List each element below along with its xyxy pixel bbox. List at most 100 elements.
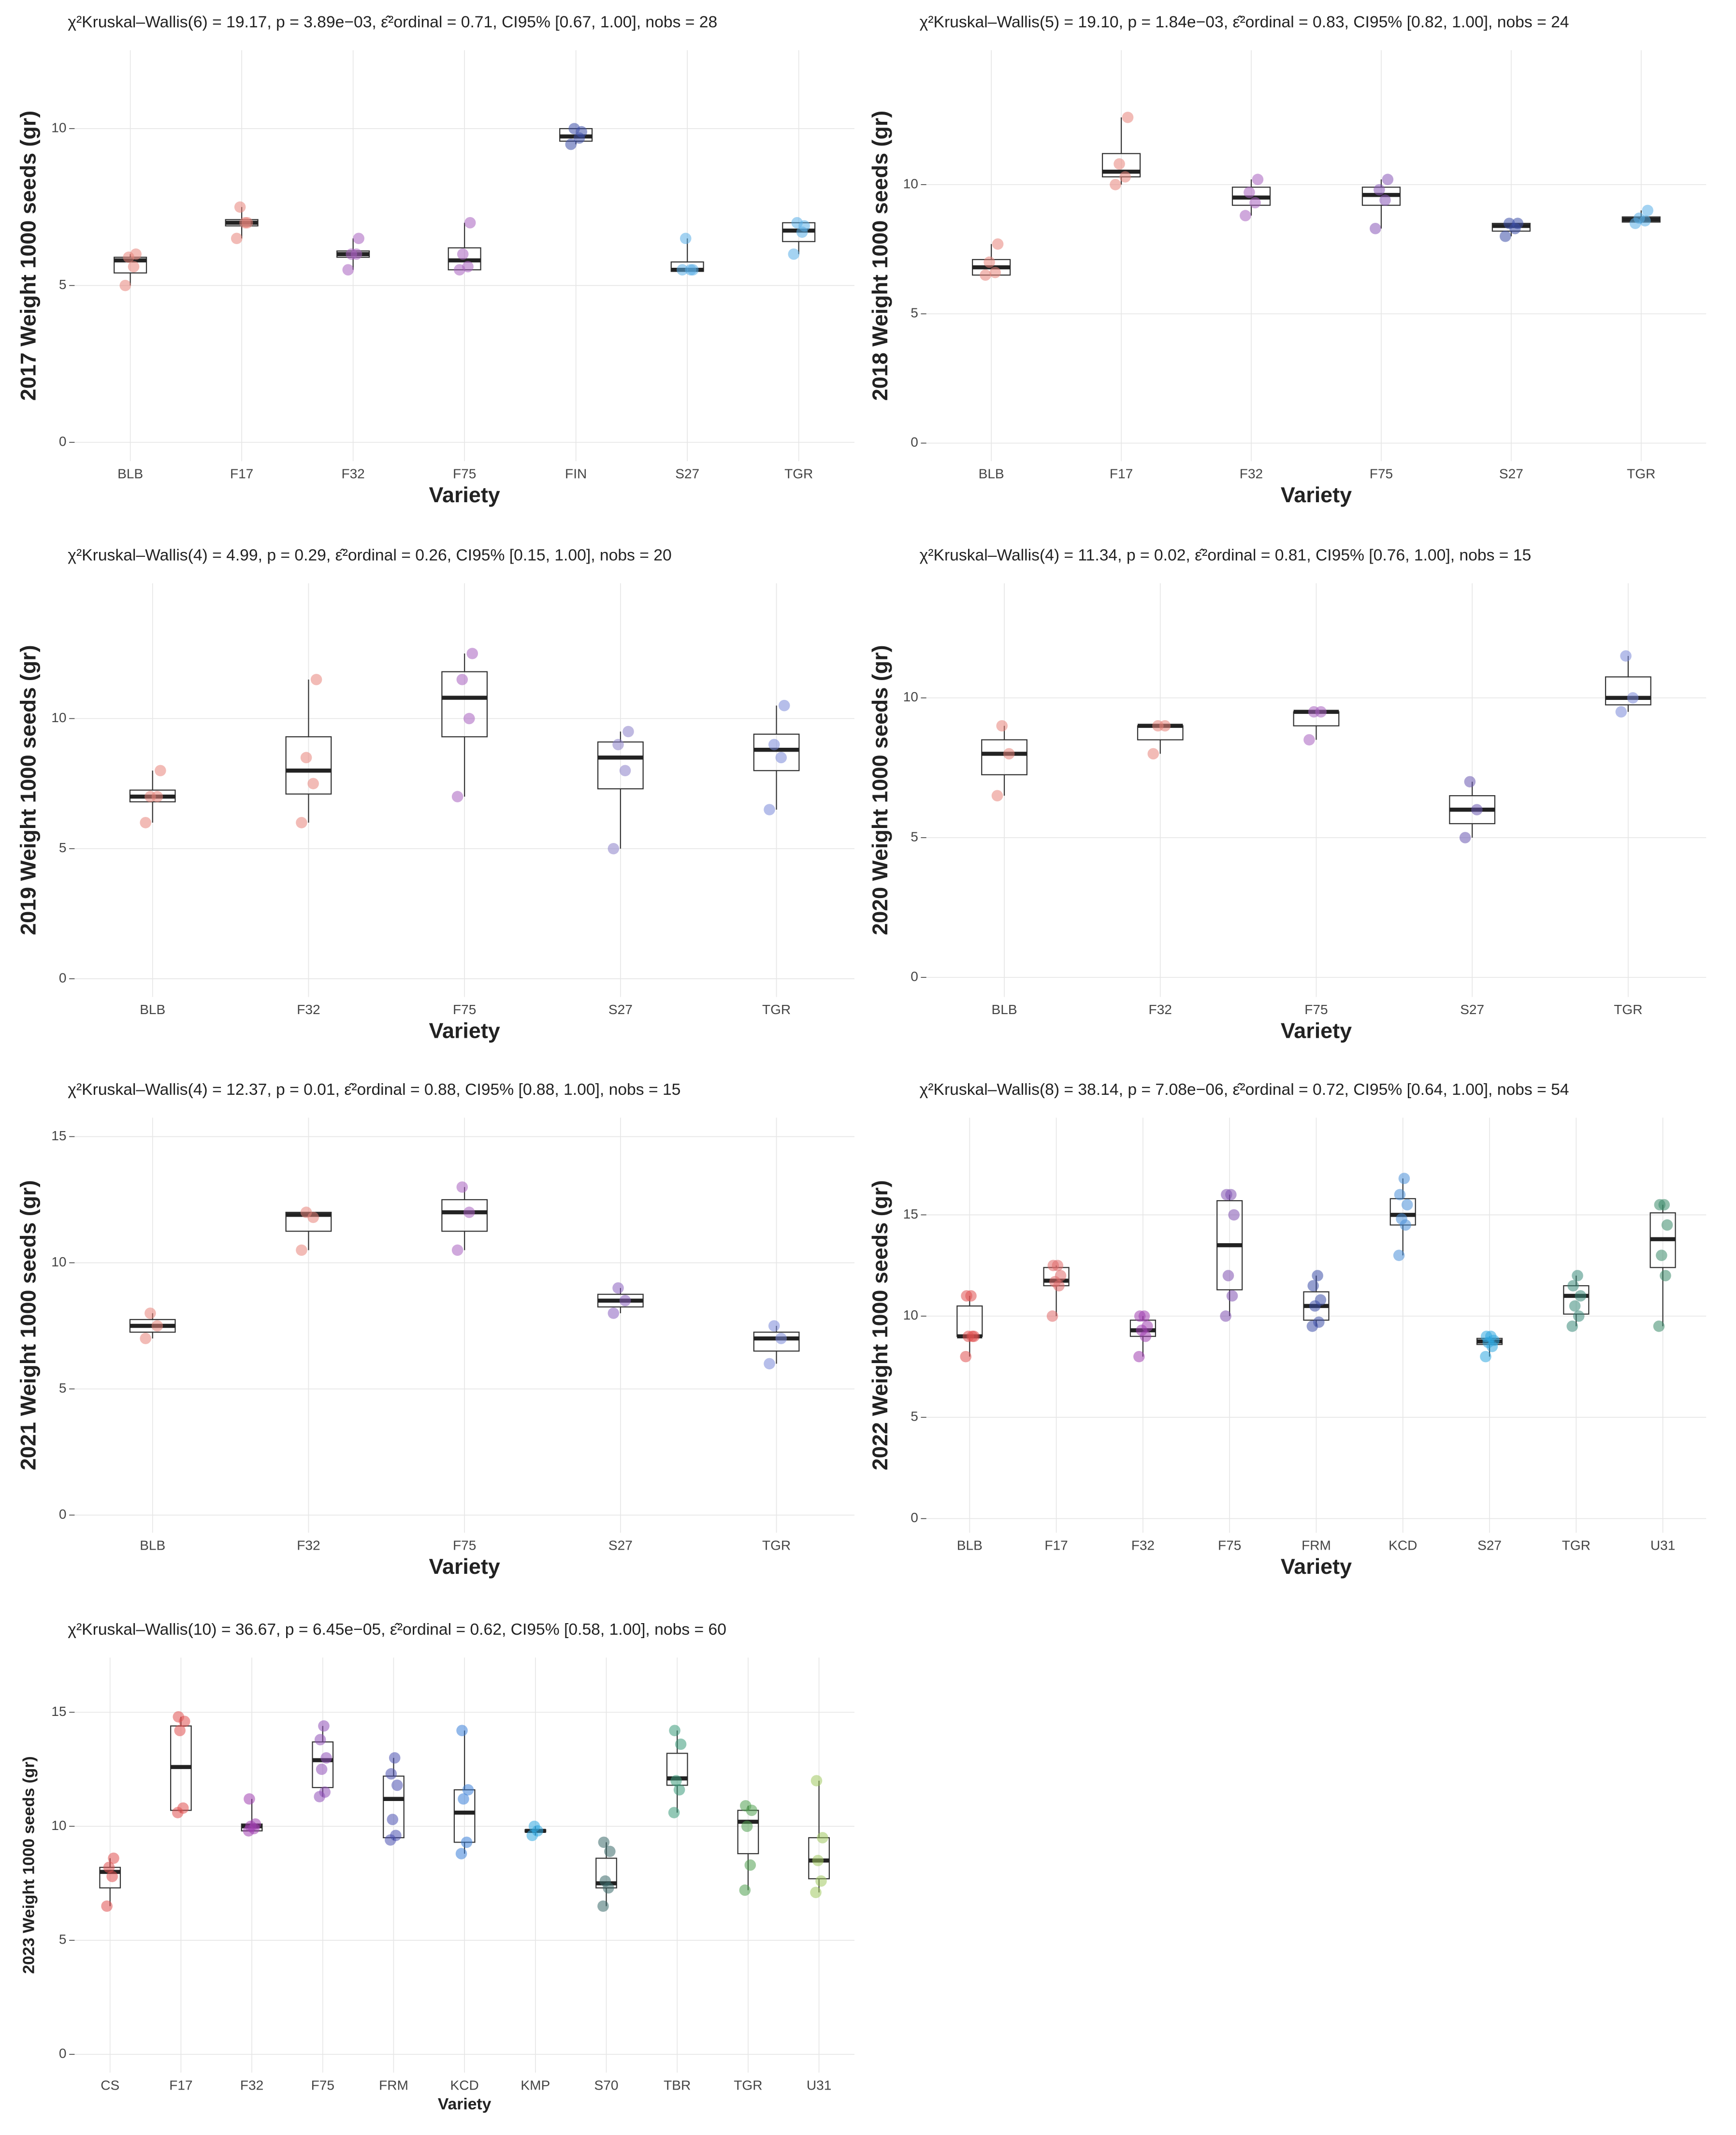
panel: χ²Kruskal–Wallis(8) = 38.14, p = 7.08e−0… xyxy=(868,1081,1707,1579)
point xyxy=(108,1852,119,1864)
point xyxy=(296,817,307,828)
point xyxy=(390,1830,402,1842)
panel-title: χ²Kruskal–Wallis(4) = 12.37, p = 0.01, ε… xyxy=(68,1081,680,1099)
x-tick-label: S27 xyxy=(1499,466,1523,481)
point xyxy=(598,1836,610,1848)
point xyxy=(1307,1280,1319,1292)
point xyxy=(1485,1330,1497,1342)
point xyxy=(1252,174,1264,186)
x-tick-label: F17 xyxy=(230,466,253,481)
point xyxy=(106,1871,118,1882)
x-tick-label: TGR xyxy=(1562,1538,1591,1553)
point xyxy=(155,765,166,777)
point xyxy=(668,1807,680,1818)
point xyxy=(1244,187,1255,198)
point xyxy=(768,1320,780,1332)
point xyxy=(798,220,810,232)
point xyxy=(576,126,587,138)
point xyxy=(1660,1270,1671,1281)
point xyxy=(119,279,131,291)
point xyxy=(619,765,631,777)
point xyxy=(1379,194,1391,206)
x-tick-label: F75 xyxy=(1218,1538,1241,1553)
point xyxy=(1315,1294,1327,1306)
point xyxy=(1572,1270,1583,1281)
point xyxy=(1656,1249,1667,1261)
x-tick-label: BLB xyxy=(140,1538,165,1553)
box xyxy=(441,671,488,738)
point xyxy=(1142,1320,1153,1332)
point xyxy=(739,1884,751,1896)
panel: χ²Kruskal–Wallis(4) = 12.37, p = 0.01, ε… xyxy=(16,1081,854,1579)
x-axis-label: Variety xyxy=(1281,1018,1352,1043)
point xyxy=(1119,171,1131,183)
point xyxy=(622,726,634,738)
point xyxy=(353,232,364,245)
box xyxy=(753,1331,800,1352)
point xyxy=(1512,218,1524,229)
point xyxy=(739,1800,752,1812)
point xyxy=(1133,1351,1145,1363)
point xyxy=(1222,1270,1234,1281)
point xyxy=(391,1779,403,1791)
point xyxy=(130,248,142,260)
y-tick-label: 5 xyxy=(59,840,67,855)
point xyxy=(173,1711,185,1723)
x-tick-label: F17 xyxy=(169,2077,192,2092)
x-tick-label: F75 xyxy=(311,2077,334,2092)
x-tick-label: FRM xyxy=(1302,1538,1331,1553)
point xyxy=(669,1725,680,1736)
y-tick-label: 10 xyxy=(51,1254,66,1269)
point xyxy=(1642,204,1654,217)
point xyxy=(984,256,995,268)
point xyxy=(241,217,253,229)
point xyxy=(234,201,246,213)
panel-title: χ²Kruskal–Wallis(6) = 19.17, p = 3.89e−0… xyxy=(68,14,717,31)
y-tick-label: 0 xyxy=(911,1510,918,1525)
x-tick-label: F75 xyxy=(1304,1002,1328,1017)
x-axis-label: Variety xyxy=(429,482,500,507)
point xyxy=(968,1330,980,1342)
point xyxy=(307,778,319,789)
x-tick-label: S27 xyxy=(608,1538,633,1553)
point xyxy=(1249,197,1261,209)
x-axis-label: Variety xyxy=(1281,482,1352,507)
x-tick-label: BLB xyxy=(140,1002,165,1017)
panel-title: χ²Kruskal–Wallis(8) = 38.14, p = 7.08e−0… xyxy=(920,1081,1569,1099)
panel-title: χ²Kruskal–Wallis(5) = 19.10, p = 1.84e−0… xyxy=(920,14,1569,31)
point xyxy=(1627,692,1639,704)
point xyxy=(458,1793,469,1805)
y-tick-label: 15 xyxy=(903,1206,918,1221)
point xyxy=(231,232,243,245)
point xyxy=(991,790,1003,801)
point xyxy=(466,648,478,659)
x-tick-label: F75 xyxy=(1370,466,1393,481)
point xyxy=(1228,1209,1240,1221)
panel: χ²Kruskal–Wallis(10) = 36.67, p = 6.45e−… xyxy=(20,1621,854,2113)
x-tick-label: TGR xyxy=(734,2077,762,2092)
y-axis-label: 2018 Weight 1000 seeds (gr) xyxy=(868,111,892,401)
y-axis-label: 2022 Weight 1000 seeds (gr) xyxy=(868,1180,892,1470)
point xyxy=(300,752,312,764)
x-tick-label: F75 xyxy=(453,466,476,481)
y-tick-label: 5 xyxy=(911,305,918,320)
x-tick-label: F17 xyxy=(1110,466,1133,481)
point xyxy=(1226,1290,1238,1302)
point xyxy=(810,1775,823,1786)
y-tick-label: 10 xyxy=(903,176,918,191)
x-tick-label: BLB xyxy=(979,466,1004,481)
point xyxy=(612,1282,624,1294)
point xyxy=(249,1818,261,1830)
point xyxy=(565,138,577,150)
point xyxy=(1370,223,1381,234)
point xyxy=(604,1845,616,1858)
point xyxy=(451,791,463,802)
x-tick-label: S27 xyxy=(1460,1002,1484,1017)
point xyxy=(319,1786,331,1798)
panel: χ²Kruskal–Wallis(6) = 19.17, p = 3.89e−0… xyxy=(16,14,854,507)
x-tick-label: CS xyxy=(101,2077,119,2092)
point xyxy=(1308,706,1320,718)
point xyxy=(1138,1310,1150,1322)
point xyxy=(597,1900,609,1912)
y-tick-label: 5 xyxy=(59,1380,67,1395)
